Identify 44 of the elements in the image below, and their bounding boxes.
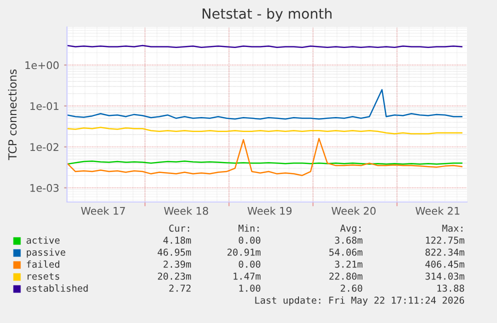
text: 46.95m [158, 248, 191, 256]
text: Min: [238, 224, 259, 232]
legend-label: active [26, 236, 60, 244]
x-tick-label: Week 17 [81, 206, 125, 215]
text: 0.00 [238, 260, 260, 268]
text: 1.47m [234, 272, 260, 280]
line-series [67, 89, 462, 120]
text: Max: [442, 224, 462, 232]
legend-label: passive [26, 248, 66, 258]
text: 0.00 [238, 236, 260, 244]
x-tick-label: Week 20 [332, 206, 376, 215]
text: 54.06m [329, 248, 362, 256]
x-tick-label: Week 19 [248, 206, 292, 215]
text: 13.88 [437, 284, 464, 292]
text: 3.21m [335, 260, 362, 268]
text: 406.45m [425, 260, 464, 268]
legend-label: resets [28, 273, 60, 280]
text: 314.03m [426, 272, 464, 280]
chart-title: Netstat - by month [202, 8, 332, 22]
x-tick-label: Week 21 [416, 206, 460, 215]
y-axis-title: TCP connections [8, 69, 17, 160]
y-tick-label: 1e-03 [30, 184, 59, 192]
text: 122.75m [426, 236, 464, 244]
legend-label: failed [26, 260, 60, 268]
text: 2.60 [340, 284, 362, 292]
text: 2.72 [169, 284, 191, 292]
y-tick-label: 1e-01 [30, 102, 58, 110]
text: 4.18m [163, 236, 191, 244]
y-tick-label: 1e-02 [30, 143, 58, 151]
text: 20.91m [228, 248, 260, 256]
text: 3.68m [335, 236, 362, 244]
legend-label: established [26, 284, 88, 292]
text: 22.80m [329, 272, 362, 280]
text: 822.34m [426, 248, 464, 256]
line-series [67, 126, 462, 134]
text: 20.23m [158, 272, 191, 280]
y-tick-label: 1e+00 [25, 61, 59, 70]
text: Last update: Fri May 22 17:11:24 2026 [255, 296, 464, 306]
text: 2.39m [164, 260, 191, 268]
text: 1.00 [239, 284, 260, 292]
text: Cur: [169, 224, 190, 232]
line-series [67, 138, 462, 176]
text: Avg: [340, 224, 361, 234]
x-tick-label: Week 18 [164, 206, 208, 215]
